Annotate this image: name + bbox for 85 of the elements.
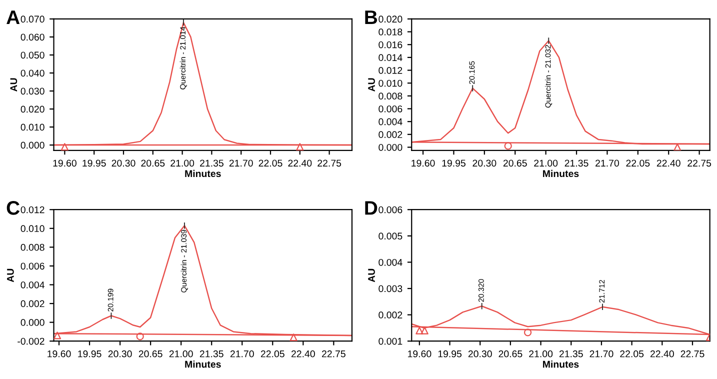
x-tick-label: 22.75 — [322, 350, 346, 358]
y-tick-label: 0.002 — [378, 131, 402, 138]
y-tick-label: 0.070 — [20, 16, 44, 23]
x-tick-label: 19.95 — [442, 160, 466, 167]
x-tick-label: 22.05 — [620, 350, 644, 358]
x-tick-label: 21.70 — [590, 350, 614, 358]
y-tick-label: 0.040 — [20, 70, 44, 77]
x-tick-label: 19.60 — [412, 160, 435, 167]
y-tick-label: 0.016 — [378, 41, 402, 48]
y-tick-label: 0.003 — [378, 285, 402, 292]
x-tick-label: 21.70 — [230, 350, 254, 358]
y-tick-label: 0.010 — [20, 225, 44, 232]
x-axis-title: Minutes — [543, 360, 579, 368]
y-tick-label: -0.002 — [18, 338, 44, 345]
x-tick-label: 20.30 — [112, 160, 136, 167]
y-tick-label: 0.012 — [378, 66, 402, 74]
x-tick-label: 19.95 — [78, 350, 102, 358]
y-tick-label: 0.005 — [378, 232, 402, 240]
y-tick-label: 0.002 — [20, 300, 44, 308]
y-tick-label: 0.004 — [378, 258, 402, 266]
y-tick-label: 0.006 — [378, 105, 402, 112]
x-tick-label: 20.65 — [498, 350, 522, 358]
y-tick-label: 0.060 — [20, 34, 44, 41]
y-tick-label: 0.018 — [378, 28, 402, 36]
y-tick-label: 0.000 — [20, 142, 44, 149]
y-tick-label: 0.004 — [20, 281, 44, 288]
x-tick-label: 21.35 — [200, 160, 224, 167]
x-tick-label: 21.35 — [564, 160, 588, 167]
y-tick-label: 0.006 — [20, 262, 44, 270]
y-tick-label: 0.008 — [378, 92, 402, 100]
x-tick-label: 22.40 — [291, 350, 315, 358]
chart-title: D — [365, 201, 378, 215]
x-tick-label: 20.30 — [108, 350, 132, 358]
x-tick-label: 21.70 — [229, 160, 253, 167]
y-tick-label: 0.002 — [378, 312, 402, 318]
x-tick-label: 20.65 — [138, 350, 162, 358]
y-axis-title: AU — [10, 78, 18, 92]
y-tick-label: 0.050 — [20, 52, 44, 59]
x-tick-label: 21.00 — [529, 350, 553, 358]
x-tick-label: 22.75 — [688, 160, 712, 167]
y-axis-title: AU — [7, 268, 14, 282]
x-tick-label: 22.75 — [318, 160, 342, 167]
x-tick-label: 22.05 — [626, 160, 650, 167]
y-axis-title: AU — [368, 268, 375, 282]
x-tick-label: 20.65 — [141, 160, 165, 167]
x-tick-label: 19.60 — [408, 350, 432, 358]
x-tick-label: 20.65 — [503, 160, 527, 167]
y-tick-label: 0.008 — [20, 244, 44, 251]
x-tick-label: 21.00 — [170, 160, 194, 167]
chart-title: C — [6, 201, 20, 215]
x-tick-label: 19.60 — [53, 160, 76, 167]
x-tick-label: 22.05 — [258, 160, 282, 167]
y-tick-label: 0.001 — [378, 338, 402, 345]
y-tick-label: 0.012 — [20, 206, 44, 214]
x-tick-label: 21.35 — [200, 350, 224, 358]
x-tick-label: 21.00 — [534, 160, 558, 167]
y-tick-label: 0.000 — [20, 319, 44, 326]
y-tick-label: 0.020 — [378, 16, 402, 23]
x-tick-label: 22.05 — [260, 350, 284, 358]
chart-title: B — [365, 10, 378, 24]
y-axis-title: AU — [368, 78, 375, 92]
y-tick-label: 0.010 — [20, 124, 44, 131]
x-axis-title: Minutes — [185, 170, 221, 178]
x-tick-label: 20.30 — [468, 350, 492, 358]
x-tick-label: 22.75 — [680, 350, 704, 358]
y-tick-label: 0.014 — [378, 54, 402, 62]
x-tick-label: 21.70 — [596, 160, 619, 167]
x-axis-title: Minutes — [543, 170, 579, 178]
x-tick-label: 19.60 — [48, 350, 71, 358]
y-tick-label: 0.020 — [20, 106, 44, 113]
x-tick-label: 19.95 — [438, 350, 462, 358]
x-tick-label: 22.40 — [656, 160, 680, 167]
chart-title: A — [6, 10, 20, 24]
y-tick-label: 0.030 — [20, 88, 44, 95]
x-tick-label: 21.00 — [169, 350, 193, 358]
x-tick-label: 22.40 — [288, 160, 312, 167]
x-axis-title: Minutes — [185, 360, 221, 368]
x-tick-label: 19.95 — [82, 160, 106, 167]
y-tick-label: 0.006 — [378, 206, 402, 214]
y-tick-label: 0.004 — [378, 118, 402, 126]
y-tick-label: 0.010 — [378, 80, 402, 87]
x-tick-label: 21.35 — [559, 350, 583, 358]
y-tick-label: 0.000 — [378, 144, 402, 151]
x-tick-label: 22.40 — [650, 350, 674, 358]
x-tick-label: 20.30 — [472, 160, 496, 167]
